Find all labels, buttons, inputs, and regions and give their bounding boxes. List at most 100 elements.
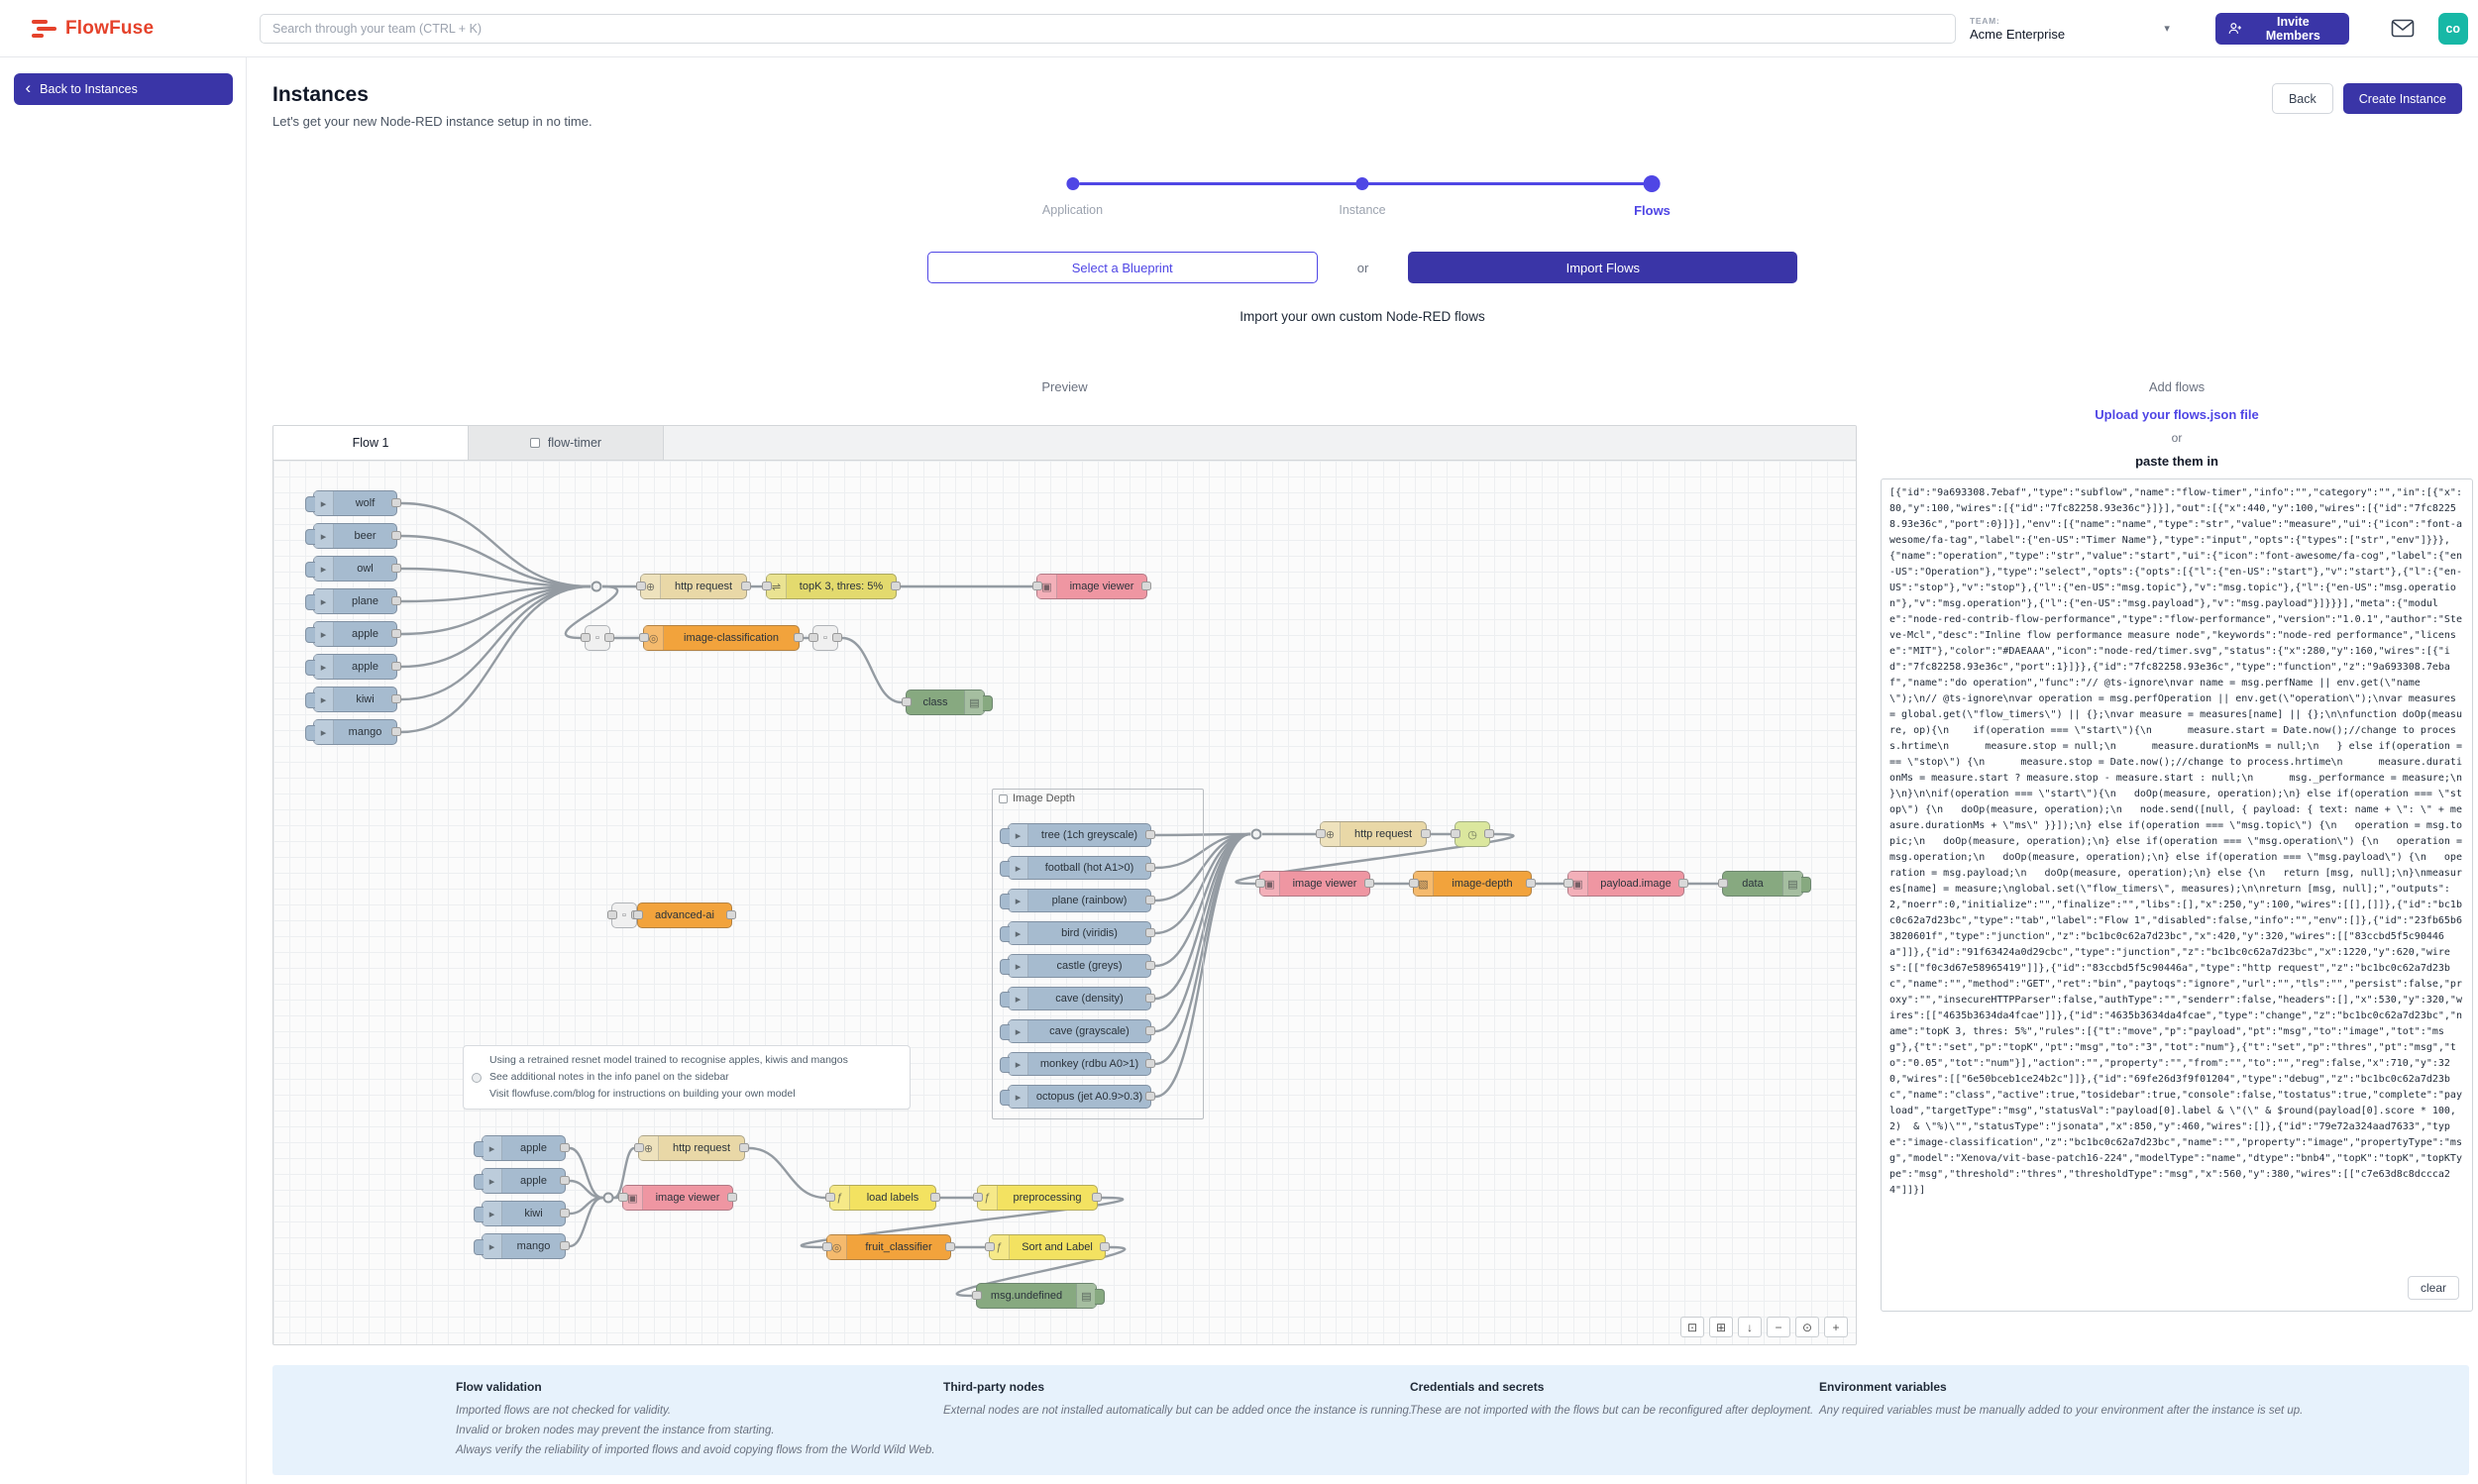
mail-icon[interactable] — [2391, 19, 2415, 38]
flow-node[interactable]: ▤ data — [1718, 871, 1811, 897]
flows-textarea[interactable] — [1881, 478, 2473, 1312]
flow-node[interactable]: ƒ load labels — [825, 1185, 940, 1211]
flow-node[interactable]: ◎ image-classification — [639, 625, 804, 651]
port-in — [1451, 829, 1460, 838]
wire-junction[interactable] — [1250, 828, 1262, 840]
flow-wire — [400, 534, 592, 588]
comment-node[interactable]: Using a retrained resnet model trained t… — [463, 1045, 911, 1110]
flow-node[interactable]: ▣ payload.image — [1563, 871, 1688, 897]
port-in — [1718, 879, 1728, 888]
flow-node[interactable]: ▸ cave (grayscale) — [1000, 1019, 1155, 1043]
frame-icon[interactable]: ⊡ — [1680, 1317, 1704, 1337]
copy-icon[interactable]: ⊞ — [1709, 1317, 1733, 1337]
search-input[interactable] — [260, 13, 1956, 44]
flow-node[interactable]: ▸ mango — [305, 719, 401, 745]
flow-wire — [400, 567, 592, 588]
flow-node[interactable]: ▫ — [581, 625, 614, 651]
team-label: TEAM: — [1970, 15, 2000, 26]
inject-icon: ▸ — [1009, 890, 1028, 911]
inject-icon: ▸ — [1009, 1053, 1028, 1075]
add-flows-column: Add flows Upload your flows.json file or… — [1881, 379, 2473, 1345]
flow-tab[interactable]: Flow 1 — [273, 426, 469, 460]
flow-node[interactable]: ▸ apple — [305, 654, 401, 680]
flow-node[interactable]: ▸ octopus (jet A0.9>0.3) — [1000, 1085, 1155, 1109]
port-in — [634, 1143, 644, 1152]
back-to-instances-button[interactable]: ‹ Back to Instances — [13, 73, 233, 105]
flow-node[interactable]: ƒ Sort and Label — [985, 1234, 1110, 1260]
create-instance-button[interactable]: Create Instance — [2342, 83, 2462, 114]
flow-node[interactable]: ▫ — [808, 625, 842, 651]
flow-node[interactable]: ▸ apple — [305, 621, 401, 647]
flow-node[interactable]: ▸ football (hot A1>0) — [1000, 856, 1155, 880]
inject-icon: ▸ — [314, 524, 334, 548]
globe-icon: ⊕ — [1321, 822, 1341, 846]
flow-node[interactable]: ⊕ http request — [634, 1135, 749, 1161]
flow-node[interactable]: ▸ tree (1ch greyscale) — [1000, 823, 1155, 847]
zoom-reset-icon[interactable]: ⊙ — [1795, 1317, 1819, 1337]
comment-icon — [472, 1072, 482, 1083]
flow-node[interactable]: ▸ cave (density) — [1000, 987, 1155, 1010]
flow-node[interactable]: ⊕ http request — [1316, 821, 1431, 847]
flow-node[interactable]: ▸ castle (greys) — [1000, 954, 1155, 978]
team-selector[interactable]: TEAM: Acme Enterprise ▾ — [1970, 16, 2180, 42]
upload-flows-link[interactable]: Upload your flows.json file — [2095, 407, 2259, 422]
invite-members-button[interactable]: Invite Members — [2214, 12, 2349, 45]
node-label: mango — [516, 1240, 551, 1252]
flow-node[interactable]: ▫ — [607, 902, 641, 928]
flow-node[interactable]: ▣ image viewer — [1255, 871, 1374, 897]
wire-junction[interactable] — [591, 581, 602, 592]
flow-node[interactable]: ⇌ topK 3, thres: 5% — [762, 574, 901, 599]
node-label: mango — [348, 726, 382, 738]
flow-node[interactable]: ◎ fruit_classifier — [822, 1234, 955, 1260]
flow-node[interactable]: ▸ beer — [305, 523, 401, 549]
node-label: fruit_classifier — [865, 1241, 932, 1253]
port-out — [391, 498, 401, 507]
user-avatar[interactable]: co — [2437, 12, 2468, 45]
flow-node[interactable]: ▣ image viewer — [618, 1185, 737, 1211]
flow-node[interactable]: ▸ kiwi — [474, 1201, 570, 1226]
flow-node[interactable]: advanced-ai — [633, 902, 736, 928]
flow-node[interactable]: ▸ apple — [474, 1135, 570, 1161]
flow-node[interactable]: ▸ plane (rainbow) — [1000, 889, 1155, 912]
flow-node[interactable]: ▤ msg.undefined — [972, 1283, 1105, 1309]
flowfuse-logo[interactable]: FlowFuse — [32, 18, 260, 40]
flow-node[interactable]: ▸ kiwi — [305, 687, 401, 712]
flow-node[interactable]: ◷ — [1451, 821, 1494, 847]
flow-node[interactable]: ▸ mango — [474, 1233, 570, 1259]
link-icon: ▫ — [823, 632, 827, 644]
zoom-in-icon[interactable]: + — [1824, 1317, 1848, 1337]
zoom-out-icon[interactable]: − — [1767, 1317, 1790, 1337]
clear-button[interactable]: clear — [2407, 1276, 2459, 1300]
node-label: plane (rainbow) — [1051, 895, 1128, 906]
port-in — [618, 1193, 628, 1202]
import-flows-button[interactable]: Import Flows — [1408, 252, 1798, 283]
flow-tab[interactable]: flow-timer — [469, 426, 664, 460]
port-out — [1145, 994, 1155, 1003]
wire-junction[interactable] — [602, 1192, 614, 1204]
download-icon[interactable]: ↓ — [1738, 1317, 1762, 1337]
flow-node[interactable]: ▸ wolf — [305, 490, 401, 516]
flow-node[interactable]: ▸ apple — [474, 1168, 570, 1194]
flow-node[interactable]: ▧ image-depth — [1409, 871, 1536, 897]
flow-node[interactable]: ▸ bird (viridis) — [1000, 921, 1155, 945]
flow-node[interactable]: ▤ class — [902, 689, 993, 715]
node-label: image viewer — [655, 1192, 720, 1204]
flow-node[interactable]: ▸ monkey (rdbu A0>1) — [1000, 1052, 1155, 1076]
port-out — [1141, 582, 1151, 590]
select-blueprint-button[interactable]: Select a Blueprint — [926, 252, 1318, 283]
back-button[interactable]: Back — [2271, 83, 2333, 114]
flow-node[interactable]: ▣ image viewer — [1032, 574, 1151, 599]
flow-node[interactable]: ⊕ http request — [636, 574, 751, 599]
flow-node[interactable]: ▸ plane — [305, 588, 401, 614]
port-out — [930, 1193, 940, 1202]
inject-icon: ▸ — [1009, 1020, 1028, 1042]
sidebar: ‹ Back to Instances — [0, 57, 247, 1484]
node-label: wolf — [355, 497, 376, 509]
port-out — [391, 662, 401, 671]
flow-canvas[interactable]: ⊡ ⊞ ↓ − ⊙ + Image Depth Using a retrained resn… — [273, 461, 1856, 1344]
port-out — [1145, 928, 1155, 937]
flow-node[interactable]: ƒ preprocessing — [973, 1185, 1102, 1211]
group-label-text: Image Depth — [1013, 793, 1075, 804]
port-out — [1484, 829, 1494, 838]
flow-node[interactable]: ▸ owl — [305, 556, 401, 582]
